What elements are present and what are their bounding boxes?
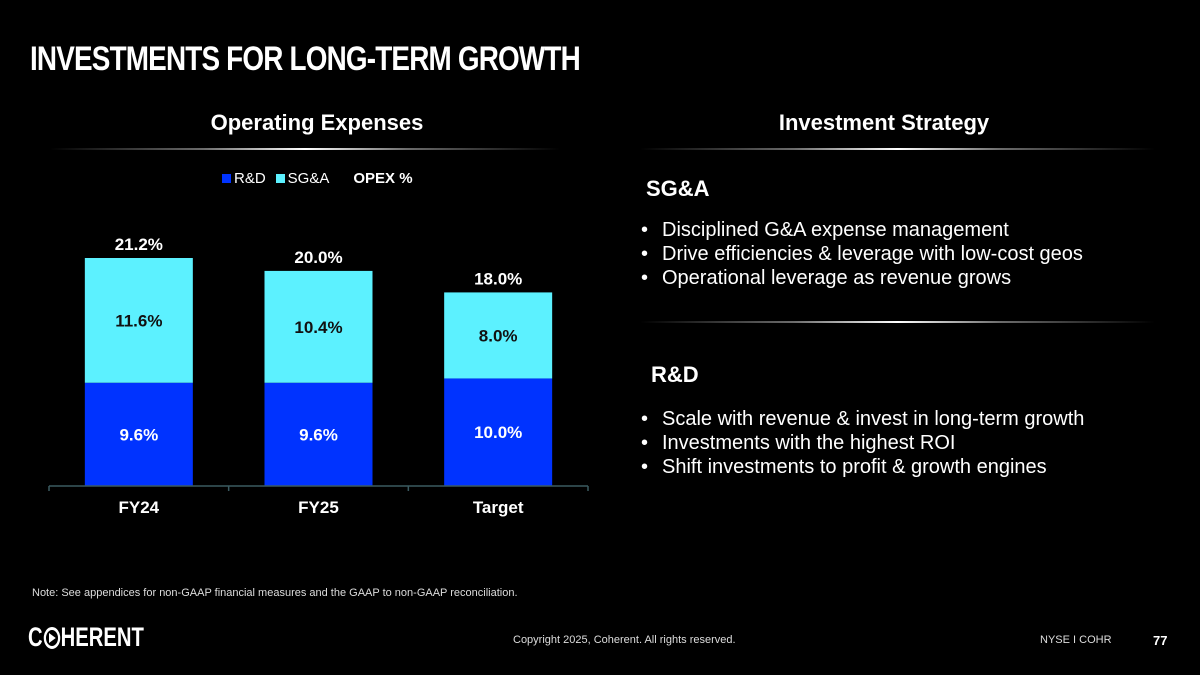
total-label: 18.0% (474, 269, 522, 288)
data-label-rd: 9.6% (119, 425, 158, 444)
legend-item-sga: SG&A (275, 170, 330, 187)
opex-chart: 9.6% 11.6% 21.2% FY24 9.6% 10.4% 20.0% FY25 10.0… (48, 235, 589, 517)
bullet-item: • Operational leverage as revenue grows (641, 266, 1083, 290)
middle-divider (640, 321, 1155, 323)
data-label-rd: 10.0% (474, 423, 522, 442)
sga-heading: SG&A (646, 176, 710, 201)
chart-legend: R&D SG&A OPEX % (222, 170, 413, 187)
slide-title: INVESTMENTS FOR LONG-TERM GROWTH (30, 40, 581, 78)
bullet-text: Investments with the highest ROI (662, 432, 956, 454)
category-label: FY24 (119, 498, 160, 517)
bar-rd-fy25 (264, 382, 373, 486)
bullet-dot: • (641, 432, 649, 454)
bullet-text: Shift investments to profit & growth eng… (662, 456, 1047, 478)
page-number: 77 (1153, 633, 1168, 648)
bullet-item: • Investments with the highest ROI (641, 431, 1084, 455)
data-label-sga: 11.6% (115, 311, 162, 330)
data-label-sga: 10.4% (294, 318, 342, 337)
rd-bullet-list: • Scale with revenue & invest in long-ter… (641, 407, 1084, 479)
operating-expenses-heading: Operating Expenses (210, 110, 424, 135)
sga-bullet-list: • Disciplined G&A expense management • Dri… (641, 218, 1083, 290)
legend-swatch-sga (275, 174, 285, 183)
bullet-item: • Shift investments to profit & growth en… (641, 455, 1084, 479)
legend-label-rd: R&D (234, 170, 266, 187)
logo-text-prefix: C (28, 622, 43, 652)
bullet-dot: • (641, 408, 649, 430)
data-label-sga: 8.0% (479, 326, 518, 345)
copyright-text: Copyright 2025, Coherent. All rights res… (513, 634, 736, 646)
bullet-text: Operational leverage as revenue grows (662, 267, 1012, 289)
legend-swatch-rd (222, 174, 231, 183)
total-label: 21.2% (115, 235, 163, 254)
bullet-dot: • (641, 456, 649, 478)
logo-text-suffix: HERENT (60, 622, 144, 652)
bullet-text: Disciplined G&A expense management (662, 219, 1009, 241)
left-divider (50, 148, 560, 150)
right-divider (640, 148, 1155, 150)
bar-rd-fy24 (84, 382, 193, 486)
category-label: Target (473, 498, 524, 517)
legend-label-opex: OPEX % (353, 170, 413, 187)
bar-sga-fy24 (84, 258, 193, 383)
logo-globe-icon (43, 626, 60, 649)
coherent-logo: C HERENT (28, 622, 144, 653)
data-label-rd: 9.6% (299, 425, 338, 444)
bullet-dot: • (641, 267, 649, 289)
bullet-item: • Drive efficiencies & leverage with low-… (641, 242, 1083, 266)
bullet-text: Drive efficiencies & leverage with low-c… (662, 243, 1083, 265)
investment-strategy-heading: Investment Strategy (778, 110, 990, 135)
bar-sga-target (444, 292, 553, 379)
total-label: 20.0% (294, 248, 342, 267)
category-label: FY25 (298, 498, 339, 517)
bullet-item: • Scale with revenue & invest in long-ter… (641, 407, 1084, 431)
bar-sga-fy25 (264, 270, 373, 383)
legend-label-sga: SG&A (287, 170, 330, 187)
rd-heading: R&D (651, 362, 699, 387)
stock-ticker: NYSE I COHR (1040, 634, 1112, 646)
bullet-text: Scale with revenue & invest in long-term… (662, 408, 1085, 430)
bullet-item: • Disciplined G&A expense management (641, 218, 1083, 242)
legend-item-rd: R&D (222, 170, 266, 187)
bar-rd-target (444, 378, 553, 486)
footnote: Note: See appendices for non-GAAP financ… (32, 587, 518, 599)
bullet-dot: • (641, 243, 649, 265)
bullet-dot: • (641, 219, 649, 241)
